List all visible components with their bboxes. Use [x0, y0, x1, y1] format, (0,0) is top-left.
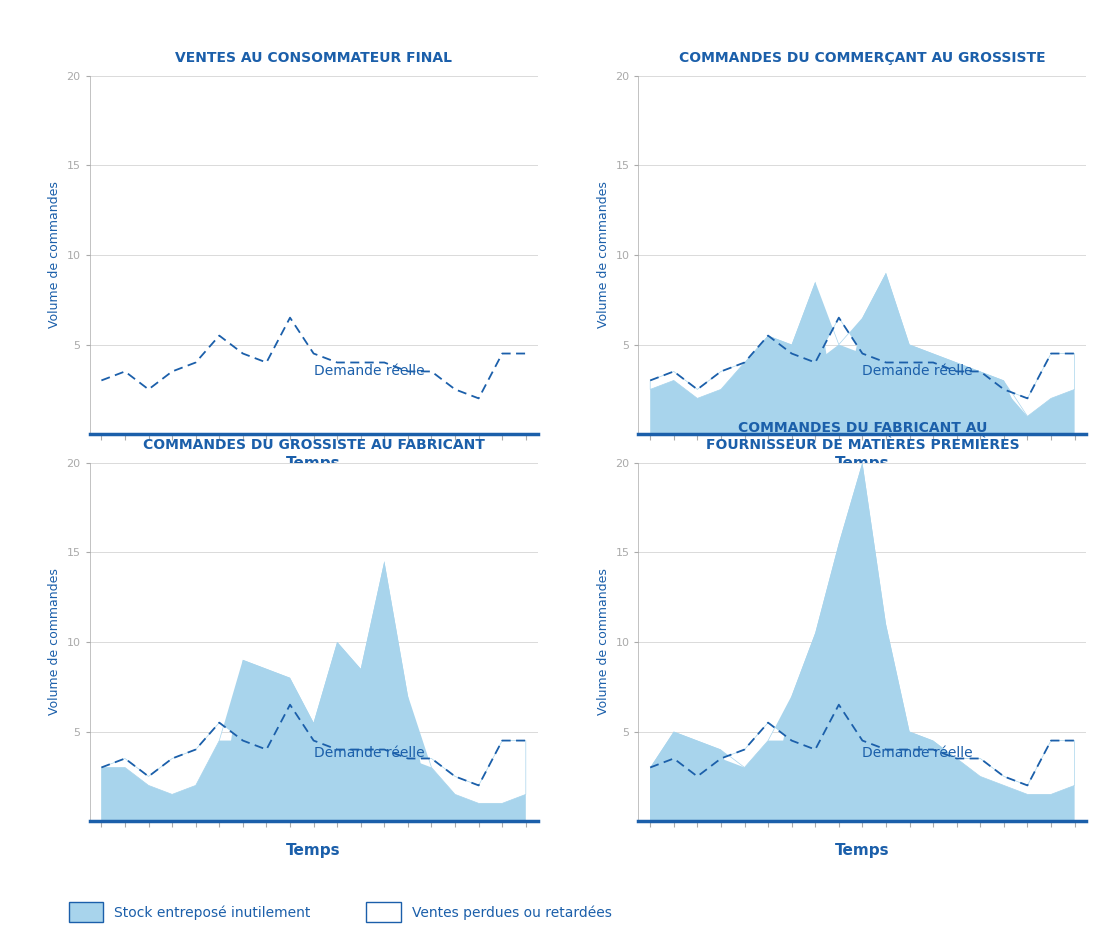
- Y-axis label: Volume de commandes: Volume de commandes: [597, 181, 609, 329]
- X-axis label: Temps: Temps: [287, 456, 340, 471]
- X-axis label: Temps: Temps: [836, 843, 889, 858]
- Title: COMMANDES DU GROSSISTE AU FABRICANT: COMMANDES DU GROSSISTE AU FABRICANT: [142, 438, 485, 451]
- Text: Demande réelle: Demande réelle: [314, 364, 424, 379]
- X-axis label: Temps: Temps: [287, 843, 340, 858]
- Y-axis label: Volume de commandes: Volume de commandes: [597, 568, 609, 716]
- X-axis label: Temps: Temps: [836, 456, 889, 471]
- Text: Demande réelle: Demande réelle: [862, 364, 973, 379]
- Legend: Stock entreposé inutilement, Ventes perdues ou retardées: Stock entreposé inutilement, Ventes perd…: [63, 897, 617, 928]
- Text: Demande réelle: Demande réelle: [314, 746, 424, 760]
- Title: COMMANDES DU FABRICANT AU
FOURNISSEUR DE MATIÈRES PREMIÈRES: COMMANDES DU FABRICANT AU FOURNISSEUR DE…: [706, 421, 1019, 451]
- Text: Demande réelle: Demande réelle: [862, 746, 973, 760]
- Title: VENTES AU CONSOMMATEUR FINAL: VENTES AU CONSOMMATEUR FINAL: [175, 51, 452, 64]
- Y-axis label: Volume de commandes: Volume de commandes: [48, 568, 60, 716]
- Y-axis label: Volume de commandes: Volume de commandes: [48, 181, 60, 329]
- Title: COMMANDES DU COMMERÇANT AU GROSSISTE: COMMANDES DU COMMERÇANT AU GROSSISTE: [679, 51, 1046, 64]
